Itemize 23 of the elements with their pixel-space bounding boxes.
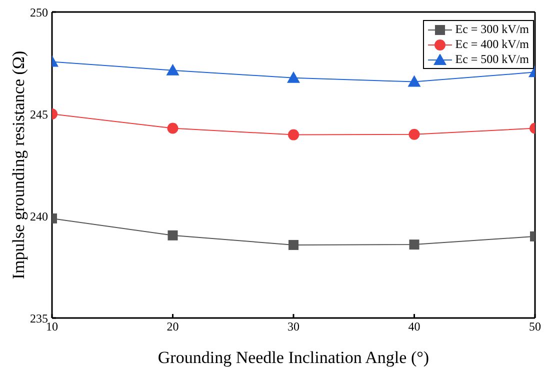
- point: [288, 240, 298, 250]
- legend-label: Ec = 300 kV/m: [455, 22, 529, 37]
- x-axis-title: Grounding Needle Inclination Angle (°): [158, 348, 430, 367]
- point: [288, 129, 299, 140]
- y-axis-title: Impulse grounding resistance (Ω): [9, 50, 28, 280]
- x-tick-label: 40: [408, 320, 420, 334]
- legend-label: Ec = 500 kV/m: [455, 52, 529, 67]
- x-tick-label: 30: [288, 320, 300, 334]
- point: [168, 230, 178, 240]
- point: [167, 122, 178, 134]
- y-tick-label: 240: [30, 209, 48, 224]
- x-tick-label: 10: [46, 320, 58, 334]
- point: [409, 240, 420, 250]
- y-tick-label: 245: [30, 107, 48, 122]
- legend-label: Ec = 400 kV/m: [455, 37, 529, 52]
- point: [408, 128, 420, 140]
- point: [287, 71, 300, 83]
- point: [408, 75, 421, 87]
- x-tick-label: 50: [529, 320, 541, 334]
- x-tick-label: 20: [166, 320, 179, 334]
- y-tick-label: 235: [30, 311, 48, 326]
- point: [166, 64, 180, 76]
- y-tick-label: 250: [30, 5, 48, 20]
